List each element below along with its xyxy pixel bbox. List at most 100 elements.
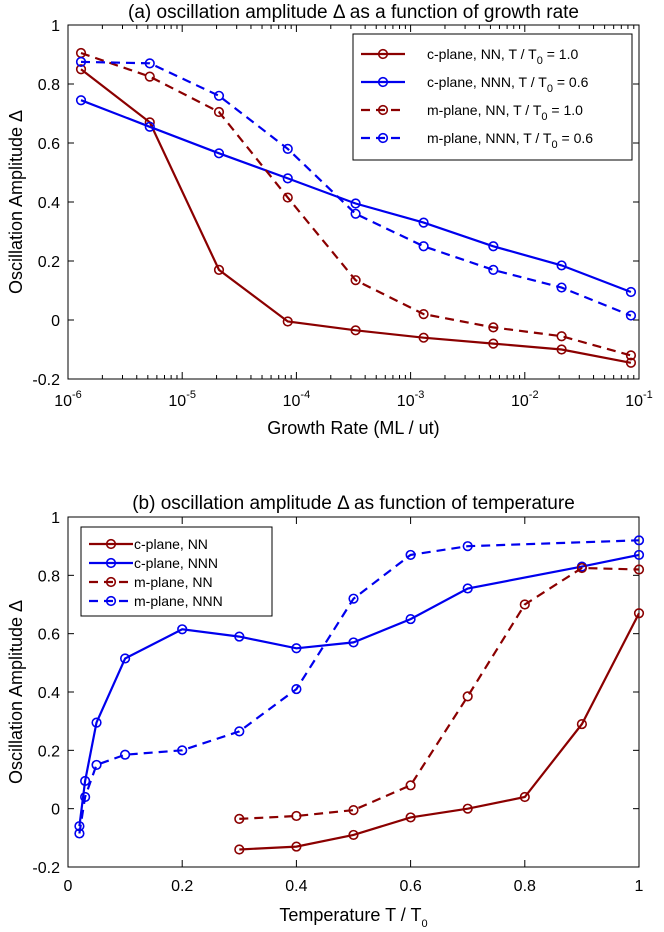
data-point [556,260,567,271]
data-point [625,357,637,368]
y-tick-label: 0 [51,802,60,819]
series-1 [75,64,637,368]
legend-entry: m-plane, NN [134,574,213,590]
data-point [119,653,131,664]
data-point [488,241,499,252]
x-tick-label: 0.2 [171,878,193,895]
data-point [91,759,102,771]
data-point [177,745,188,756]
legend: c-plane, NN c-plane, NNN m-plane, NN m-plan… [80,526,273,617]
data-point [348,637,359,648]
data-point [633,608,645,619]
data-point [576,718,588,730]
x-tick-label: 0.8 [514,878,536,895]
legend-marker [105,538,117,550]
series-3 [75,47,637,361]
data-point [75,64,87,75]
series-line [80,51,632,357]
data-point [418,332,429,343]
data-point [519,599,530,610]
data-point [488,264,499,275]
data-point [462,691,473,702]
data-point [418,217,429,228]
legend-marker [377,104,389,116]
y-tick-label: 0.8 [38,568,60,585]
data-point [418,241,429,252]
legend-entry: c-plane, NN [134,536,208,552]
data-point [80,775,91,787]
series-line [239,612,640,851]
data-point [633,535,645,546]
x-tick-label: 10-4 [283,389,311,410]
data-point [488,338,499,349]
data-point [488,322,499,333]
chart-title: (b) oscillation amplitude Δ as function … [132,493,575,514]
chart-growth-rate: (a) oscillation amplitude Δ as a functio… [6,2,653,438]
data-point [556,344,567,355]
data-point [75,56,87,67]
data-point [234,844,245,855]
data-point [418,309,429,320]
data-point [633,549,645,561]
x-axis-label: Temperature T / T0 [279,905,427,930]
x-tick-label: 0.4 [285,878,307,895]
data-point [282,316,293,327]
data-point [405,549,416,561]
data-point [282,143,293,154]
data-point [348,829,359,841]
data-point [234,631,245,642]
x-tick-label: 10-5 [168,389,196,410]
x-tick-label: 0 [64,878,73,895]
data-point [213,264,225,275]
legend-marker [377,48,389,60]
legend-entry: m-plane, NNN [134,593,223,609]
chart-title: (a) oscillation amplitude Δ as a functio… [128,2,579,23]
y-axis-label: Oscillation Amplitude Δ [6,600,26,784]
data-point [144,121,155,132]
data-point [75,95,87,106]
chart-temperature: (b) oscillation amplitude Δ as function … [6,493,645,930]
y-tick-label: 0.6 [38,627,60,644]
y-tick-label: 0.2 [38,743,60,760]
data-point [405,780,416,791]
series-3 [234,562,645,824]
data-point [350,198,361,209]
data-point [350,325,361,336]
legend-entry: m-plane, NN, T / T0 = 1.0 [427,102,583,123]
x-tick-label: 1 [635,878,644,895]
y-tick-label: 1 [51,18,60,35]
series-2 [75,95,637,298]
legend: c-plane, NN, T / T0 = 1.0 c-plane, NNN, T… [352,33,633,161]
y-tick-label: 0.8 [38,77,60,94]
data-point [213,106,225,118]
data-point [462,583,473,594]
legend-marker [377,132,389,144]
y-tick-label: 0 [51,313,60,330]
legend-entry: c-plane, NN, T / T0 = 1.0 [427,46,578,67]
data-point [234,726,245,737]
data-point [234,813,245,824]
data-point [282,173,293,184]
data-point [213,90,225,101]
x-tick-label: 0.6 [399,878,421,895]
legend-marker [105,576,117,588]
data-point [177,624,188,635]
y-tick-label: 0.2 [38,254,60,271]
series-line [80,60,632,317]
data-point [576,562,588,574]
data-point [350,208,361,219]
data-point [291,841,302,852]
data-point [625,286,637,298]
x-tick-label: 10-1 [625,389,653,410]
y-tick-label: 0.6 [38,136,60,153]
data-point [556,331,567,342]
y-tick-label: -0.2 [32,860,60,877]
y-tick-label: -0.2 [32,372,60,389]
y-tick-label: 1 [51,510,60,527]
data-point [625,350,637,361]
legend-marker [377,76,389,88]
legend-entry: c-plane, NNN, T / T0 = 0.6 [427,74,589,95]
legend-marker [105,557,117,569]
legend-entry: c-plane, NNN [134,555,218,571]
data-point [213,148,225,159]
